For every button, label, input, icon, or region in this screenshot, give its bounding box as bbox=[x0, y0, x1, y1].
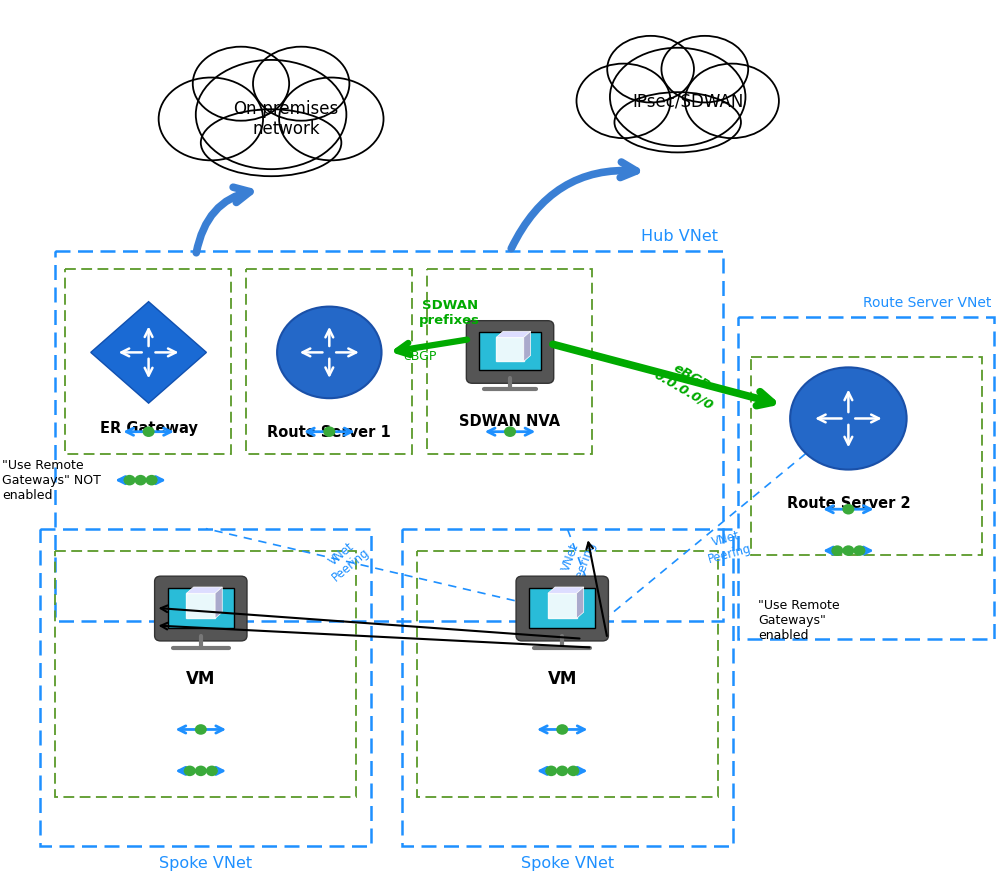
Text: Spoke VNet: Spoke VNet bbox=[521, 856, 613, 871]
FancyBboxPatch shape bbox=[168, 588, 234, 627]
Circle shape bbox=[142, 426, 154, 437]
Circle shape bbox=[556, 724, 568, 735]
Text: "Use Remote
Gateways" NOT
enabled: "Use Remote Gateways" NOT enabled bbox=[2, 459, 100, 501]
Text: eBGP
0.0.0.0/0: eBGP 0.0.0.0/0 bbox=[652, 354, 722, 412]
Text: SDWAN NVA: SDWAN NVA bbox=[459, 414, 560, 429]
Circle shape bbox=[567, 766, 579, 776]
Text: VM: VM bbox=[547, 670, 577, 687]
Polygon shape bbox=[576, 587, 583, 618]
Circle shape bbox=[556, 766, 568, 776]
Polygon shape bbox=[215, 587, 222, 618]
Text: Route Server VNet: Route Server VNet bbox=[862, 296, 990, 310]
Text: VNet
Peering: VNet Peering bbox=[320, 535, 372, 584]
Ellipse shape bbox=[253, 47, 349, 121]
Bar bbox=[40, 529, 371, 846]
Circle shape bbox=[277, 307, 381, 398]
Ellipse shape bbox=[610, 48, 744, 146]
Polygon shape bbox=[548, 587, 583, 593]
Bar bbox=[426, 269, 592, 454]
Circle shape bbox=[842, 504, 854, 515]
Text: VNet
Peering: VNet Peering bbox=[702, 527, 752, 566]
Polygon shape bbox=[495, 337, 524, 361]
Circle shape bbox=[123, 475, 135, 485]
Ellipse shape bbox=[279, 78, 383, 160]
Bar bbox=[65, 269, 231, 454]
Ellipse shape bbox=[193, 47, 289, 121]
Text: VM: VM bbox=[186, 670, 216, 687]
Text: "Use Remote
Gateways"
enabled: "Use Remote Gateways" enabled bbox=[757, 599, 839, 642]
Circle shape bbox=[323, 426, 335, 437]
Circle shape bbox=[206, 766, 218, 776]
Text: SDWAN
prefixes: SDWAN prefixes bbox=[419, 299, 479, 327]
Circle shape bbox=[853, 545, 865, 556]
Text: IPsec/SDWAN: IPsec/SDWAN bbox=[632, 93, 742, 110]
Circle shape bbox=[184, 766, 196, 776]
Bar bbox=[55, 551, 356, 797]
Text: VNet
Peering: VNet Peering bbox=[556, 534, 598, 585]
Circle shape bbox=[134, 475, 146, 485]
Bar bbox=[246, 269, 411, 454]
FancyBboxPatch shape bbox=[154, 576, 247, 641]
Circle shape bbox=[195, 724, 207, 735]
Text: On-premises
network: On-premises network bbox=[234, 100, 338, 138]
FancyBboxPatch shape bbox=[465, 321, 554, 383]
Ellipse shape bbox=[661, 36, 747, 102]
Ellipse shape bbox=[576, 63, 670, 138]
Polygon shape bbox=[187, 593, 215, 618]
Circle shape bbox=[789, 367, 906, 470]
Polygon shape bbox=[548, 593, 576, 618]
Bar bbox=[401, 529, 732, 846]
Ellipse shape bbox=[196, 60, 346, 169]
Circle shape bbox=[195, 766, 207, 776]
Circle shape bbox=[504, 426, 516, 437]
Ellipse shape bbox=[158, 78, 263, 160]
Circle shape bbox=[145, 475, 157, 485]
Text: Route Server 1: Route Server 1 bbox=[267, 425, 391, 440]
Text: Spoke VNet: Spoke VNet bbox=[159, 856, 252, 871]
Text: Route Server 2: Route Server 2 bbox=[785, 496, 910, 511]
Circle shape bbox=[545, 766, 557, 776]
Text: ER Gateway: ER Gateway bbox=[99, 421, 198, 436]
Bar bbox=[55, 251, 722, 621]
Circle shape bbox=[842, 545, 854, 556]
Bar bbox=[737, 317, 993, 639]
Ellipse shape bbox=[201, 109, 341, 176]
Ellipse shape bbox=[684, 63, 778, 138]
Text: eBGP: eBGP bbox=[402, 351, 436, 363]
Polygon shape bbox=[524, 331, 531, 361]
Polygon shape bbox=[495, 331, 531, 337]
FancyBboxPatch shape bbox=[479, 332, 540, 370]
Bar bbox=[750, 357, 981, 555]
Circle shape bbox=[830, 545, 843, 556]
FancyBboxPatch shape bbox=[516, 576, 608, 641]
Bar bbox=[416, 551, 717, 797]
Ellipse shape bbox=[607, 36, 693, 102]
Text: Hub VNet: Hub VNet bbox=[640, 229, 717, 244]
Polygon shape bbox=[90, 301, 207, 403]
FancyBboxPatch shape bbox=[529, 588, 595, 627]
Ellipse shape bbox=[614, 93, 740, 152]
Polygon shape bbox=[187, 587, 222, 593]
